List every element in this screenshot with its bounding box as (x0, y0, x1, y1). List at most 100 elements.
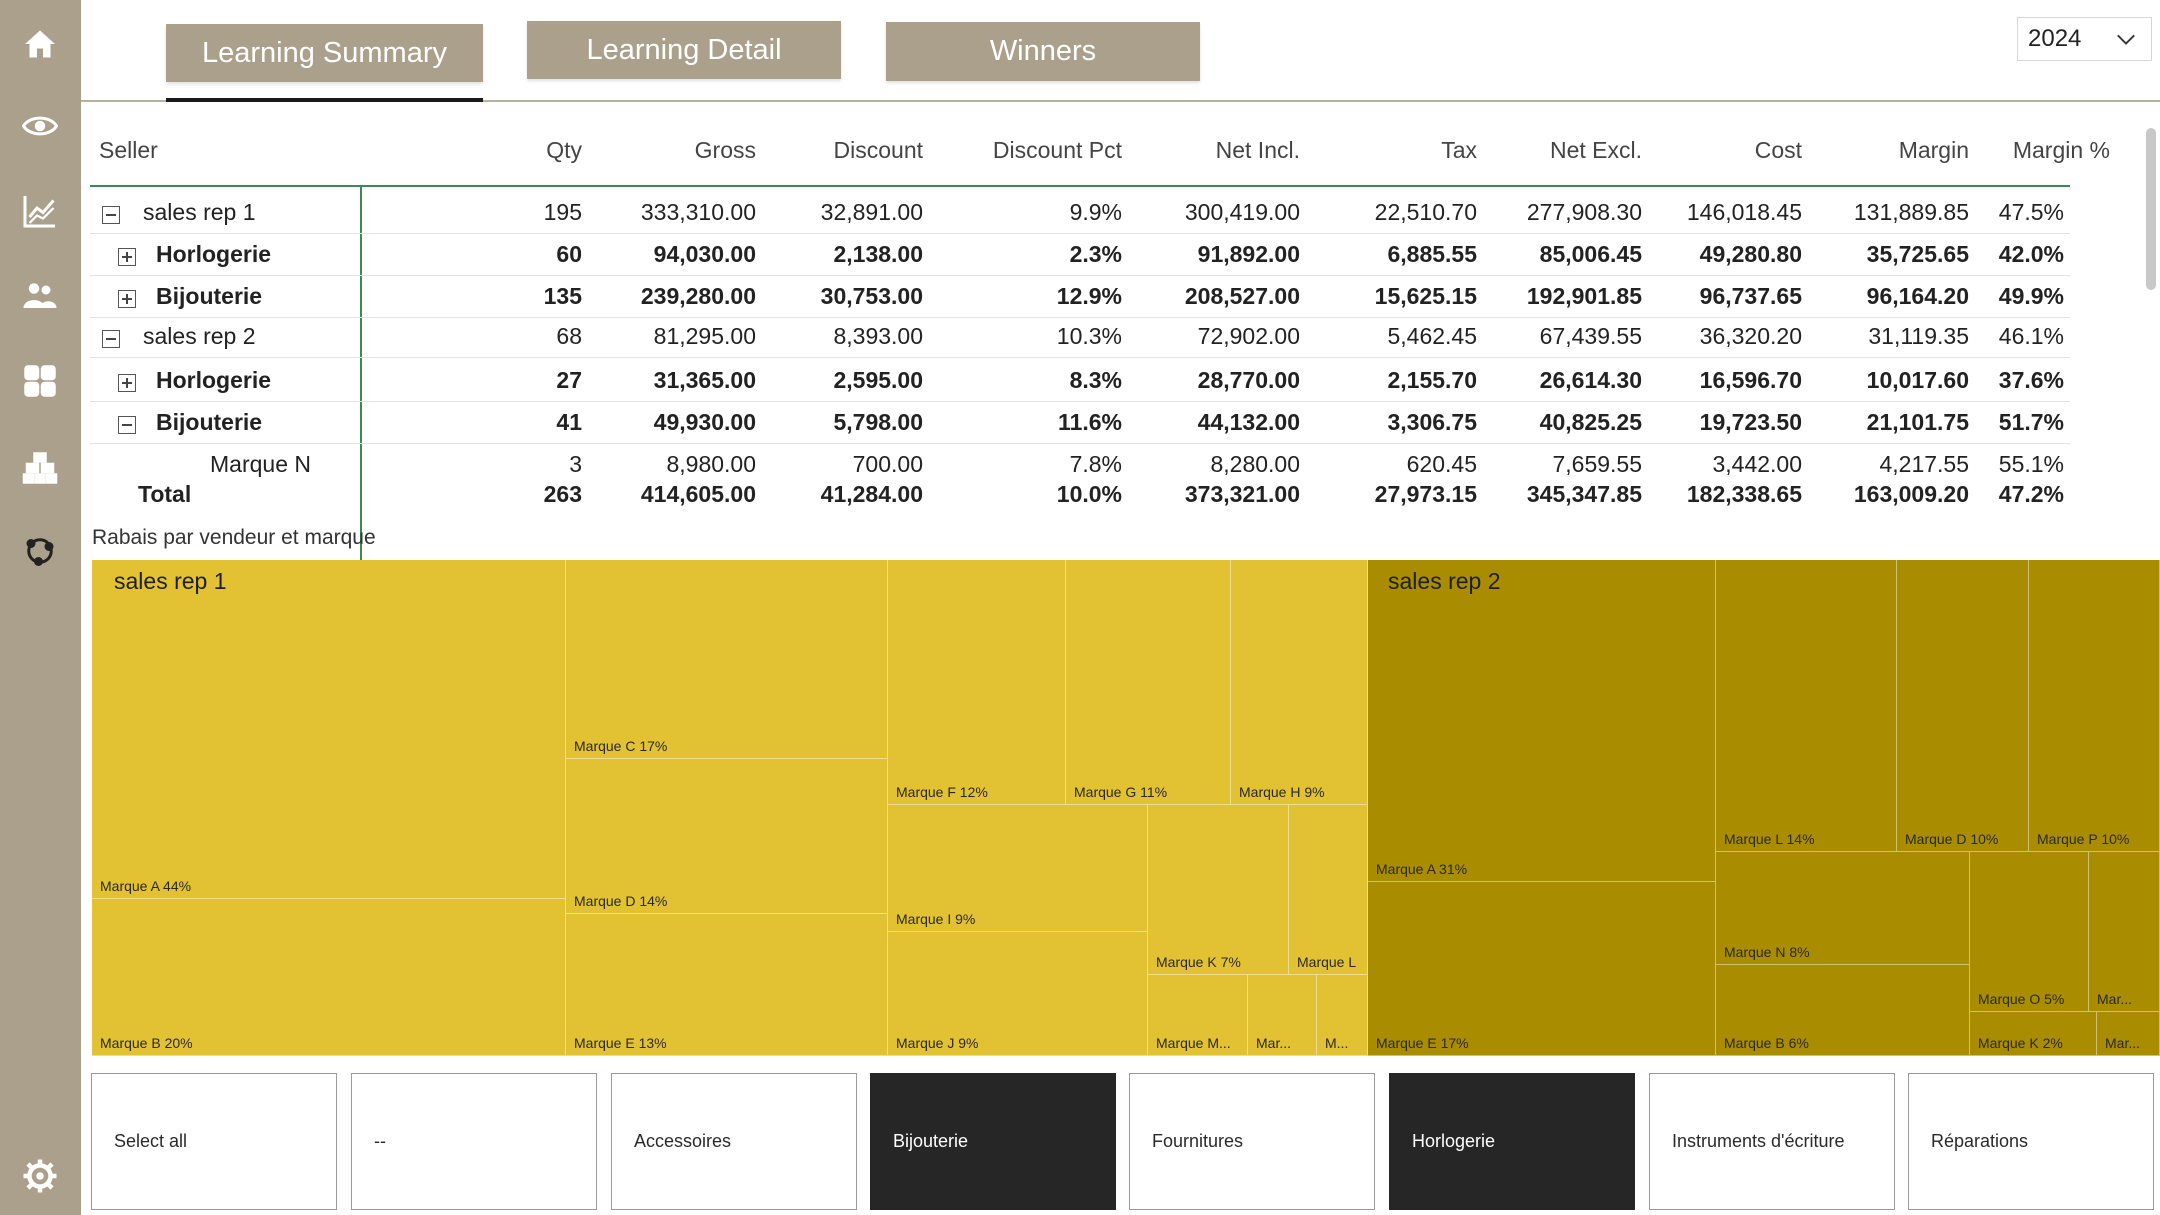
table-scrollbar[interactable] (2146, 128, 2156, 290)
table-cell: 41,284.00 (820, 481, 923, 507)
table-cell: 81,295.00 (653, 323, 756, 349)
table-cell: 30,753.00 (820, 283, 923, 309)
year-dropdown[interactable]: 2024 (2017, 17, 2152, 61)
treemap-tile[interactable]: Marque E 13% (566, 914, 888, 1056)
treemap-tile[interactable]: Mar... (2097, 1012, 2160, 1056)
table-row[interactable]: Horlogerie 60 94,030.00 2,138.00 2.3% 91,892.… (90, 235, 2070, 276)
expand-icon[interactable] (118, 290, 136, 308)
table-row[interactable]: Horlogerie 27 31,365.00 2,595.00 8.3% 28,770.… (90, 361, 2070, 402)
table-cell: 37.6% (1998, 367, 2064, 393)
table-cell: 8,980.00 (666, 451, 756, 477)
treemap-tile[interactable]: Marque F 12% (888, 560, 1066, 805)
table-cell: 55.1% (1998, 451, 2064, 477)
treemap-tile[interactable]: Marque K 2% (1970, 1012, 2097, 1056)
treemap-tile[interactable]: Marque H 9% (1231, 560, 1368, 805)
tab-learning-summary[interactable]: Learning Summary (166, 24, 483, 82)
treemap-tile[interactable]: Marque N 8% (1716, 852, 1970, 965)
collapse-icon[interactable] (102, 330, 120, 348)
table-cell: 620.45 (1406, 451, 1477, 477)
year-value: 2024 (2028, 25, 2082, 52)
table-row[interactable]: sales rep 1 195 333,310.00 32,891.00 9.9% 300… (90, 193, 2070, 234)
col-header-cost[interactable]: Cost (1754, 137, 1802, 163)
table-cell: 49,930.00 (653, 409, 756, 435)
treemap-tile[interactable]: Marque B 6% (1716, 965, 1970, 1056)
col-header-margin-pct[interactable]: Margin % (2012, 137, 2110, 163)
treemap-tile[interactable]: Marque G 11% (1066, 560, 1231, 805)
gear-icon[interactable] (14, 1150, 66, 1202)
col-header-seller[interactable]: Seller (99, 137, 158, 163)
slicer-option[interactable]: Réparations (1908, 1073, 2154, 1210)
slicer-option-selected[interactable]: Horlogerie (1389, 1073, 1635, 1210)
table-cell: 277,908.30 (1526, 199, 1642, 225)
eye-icon[interactable] (14, 100, 66, 152)
col-header-tax[interactable]: Tax (1441, 137, 1477, 163)
network-icon[interactable] (14, 525, 66, 577)
active-tab-underline (166, 98, 483, 102)
treemap-tile[interactable]: Marque A 31% (1368, 560, 1716, 882)
tab-learning-detail[interactable]: Learning Detail (527, 21, 841, 79)
treemap-tile[interactable]: Marque D 10% (1897, 560, 2029, 852)
discount-treemap: Marque A 44% Marque B 20% Marque C 17% M… (92, 560, 2160, 1056)
table-cell: 7.8% (1069, 451, 1122, 477)
table-row[interactable]: Bijouterie 135 239,280.00 30,753.00 12.9% 208… (90, 277, 2070, 318)
treemap-tile[interactable]: Marque A 44% (92, 560, 566, 899)
treemap-tile[interactable]: Marque C 17% (566, 560, 888, 759)
table-cell: 49.9% (1998, 283, 2064, 309)
expand-icon[interactable] (118, 248, 136, 266)
treemap-tile[interactable]: Marque I 9% (888, 805, 1148, 932)
table-cell: 2,138.00 (833, 241, 923, 267)
treemap-tile[interactable]: Marque L 14% (1716, 560, 1897, 852)
treemap-tile[interactable]: Marque L (1289, 805, 1368, 975)
home-icon[interactable] (14, 18, 66, 70)
treemap-tile[interactable]: Marque K 7% (1148, 805, 1289, 975)
treemap-tile[interactable]: Marque B 20% (92, 899, 566, 1056)
table-cell: 182,338.65 (1686, 481, 1802, 507)
col-header-gross[interactable]: Gross (694, 137, 756, 163)
treemap-tile[interactable]: Marque P 10% (2029, 560, 2160, 852)
slicer-option-selected[interactable]: Bijouterie (870, 1073, 1116, 1210)
table-cell: 42.0% (1998, 241, 2064, 267)
table-cell: 4,217.55 (1879, 451, 1969, 477)
table-cell: 2.3% (1069, 241, 1122, 267)
expand-icon[interactable] (118, 374, 136, 392)
line-chart-icon[interactable] (14, 185, 66, 237)
collapse-icon[interactable] (118, 416, 136, 434)
table-row[interactable]: Bijouterie 41 49,930.00 5,798.00 11.6% 44,132… (90, 403, 2070, 444)
collapse-icon[interactable] (102, 206, 120, 224)
treemap-tile[interactable]: Marque M... (1148, 975, 1248, 1056)
treemap-tile[interactable]: Mar... (1248, 975, 1317, 1056)
slicer-option[interactable]: Instruments d'écriture (1649, 1073, 1895, 1210)
row-label: sales rep 1 (143, 199, 256, 225)
table-cell: 8,280.00 (1210, 451, 1300, 477)
col-header-discount-pct[interactable]: Discount Pct (992, 137, 1122, 163)
col-header-net-incl[interactable]: Net Incl. (1215, 137, 1300, 163)
table-cell: 2,155.70 (1387, 367, 1477, 393)
tab-winners[interactable]: Winners (886, 22, 1200, 81)
col-header-margin[interactable]: Margin (1898, 137, 1969, 163)
slicer-option[interactable]: Fournitures (1129, 1073, 1375, 1210)
table-cell: 3,442.00 (1712, 451, 1802, 477)
table-cell: 7,659.55 (1552, 451, 1642, 477)
table-row[interactable]: sales rep 2 68 81,295.00 8,393.00 10.3% 72,90… (90, 317, 2070, 358)
treemap-tile[interactable]: M... (1317, 975, 1368, 1056)
table-cell: 131,889.85 (1853, 199, 1969, 225)
table-row[interactable]: Marque N 3 8,980.00 700.00 7.8% 8,280.00 620.4… (90, 445, 2070, 485)
boxes-icon[interactable] (14, 442, 66, 494)
slicer-option[interactable]: -- (351, 1073, 597, 1210)
total-row[interactable]: Total 263 414,605.00 41,284.00 10.0% 373,321.… (90, 475, 2070, 515)
treemap-tile[interactable]: Marque E 17% (1368, 882, 1716, 1056)
treemap-tile[interactable]: Marque D 14% (566, 759, 888, 914)
col-header-qty[interactable]: Qty (546, 137, 582, 163)
table-cell: 6,885.55 (1387, 241, 1477, 267)
slicer-option[interactable]: Select all (91, 1073, 337, 1210)
dashboard-icon[interactable] (14, 355, 66, 407)
people-icon[interactable] (14, 270, 66, 322)
table-cell: 67,439.55 (1539, 323, 1642, 349)
col-header-discount[interactable]: Discount (833, 137, 923, 163)
treemap-tile[interactable]: Mar... (2089, 852, 2160, 1012)
treemap-tile[interactable]: Marque O 5% (1970, 852, 2089, 1012)
treemap-tile[interactable]: Marque J 9% (888, 932, 1148, 1056)
slicer-option[interactable]: Accessoires (611, 1073, 857, 1210)
col-header-net-excl[interactable]: Net Excl. (1549, 137, 1642, 163)
row-label: sales rep 2 (143, 323, 256, 349)
